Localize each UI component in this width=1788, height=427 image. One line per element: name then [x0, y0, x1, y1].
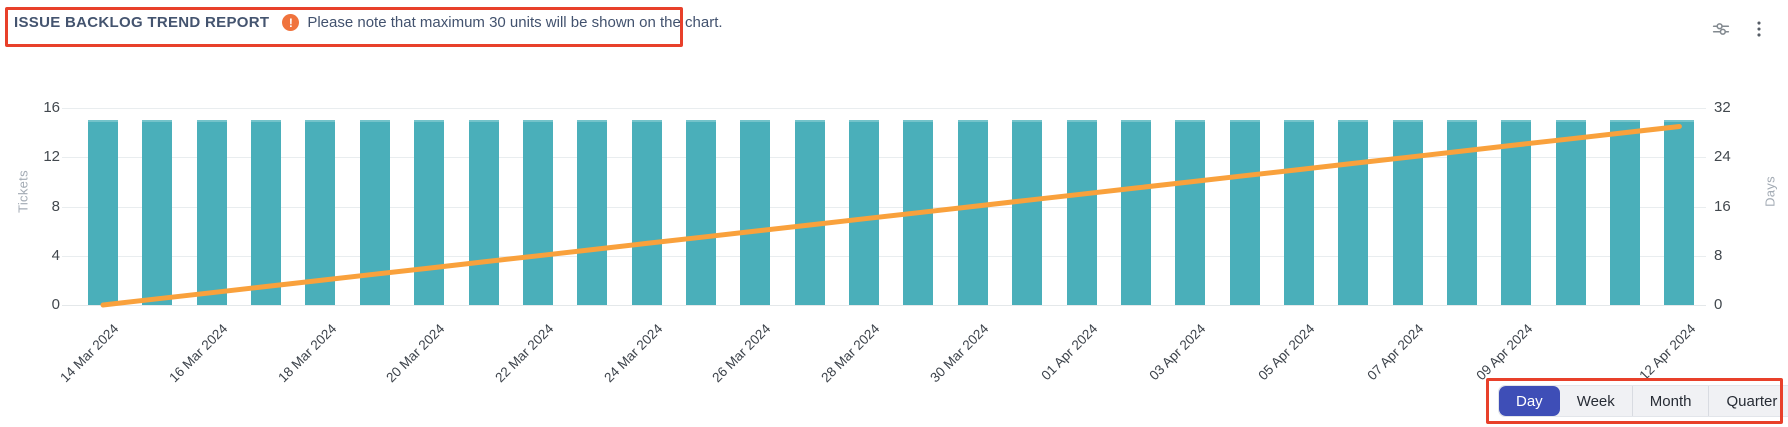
bar[interactable]: [1338, 120, 1369, 305]
y-axis-right-title: Days: [1762, 176, 1778, 207]
gridline: [62, 305, 1706, 306]
time-range-switcher: Day Week Month Quarter: [1498, 385, 1788, 417]
bar[interactable]: [522, 120, 553, 305]
y-tick-label-right: 16: [1714, 197, 1731, 215]
x-tick-label: 30 Mar 2024: [927, 321, 992, 386]
x-tick-label: 14 Mar 2024: [57, 321, 122, 386]
time-range-month-button[interactable]: Month: [1631, 386, 1709, 416]
bar[interactable]: [251, 120, 282, 305]
bar[interactable]: [1229, 120, 1260, 305]
bar[interactable]: [88, 120, 118, 305]
time-range-day-button[interactable]: Day: [1499, 386, 1560, 416]
x-tick-label: 16 Mar 2024: [166, 321, 231, 386]
y-tick-label-right: 0: [1714, 296, 1723, 313]
x-axis-labels: 14 Mar 2024 16 Mar 2024 18 Mar 2024 20 Mar …: [57, 305, 1706, 395]
x-tick-label: 26 Mar 2024: [709, 321, 774, 386]
bar[interactable]: [1012, 120, 1043, 305]
bar[interactable]: [1066, 120, 1097, 305]
bar[interactable]: [468, 120, 499, 305]
max-units-note: ! Please note that maximum 30 units will…: [282, 14, 723, 31]
bar[interactable]: [1610, 120, 1641, 305]
plot-area: [62, 108, 1706, 308]
kebab-menu-icon[interactable]: [1746, 16, 1772, 42]
y-tick-label-right: 24: [1714, 148, 1731, 166]
x-tick-label: 03 Apr 2024: [1146, 321, 1209, 384]
bar[interactable]: [196, 120, 227, 305]
gridline: [62, 206, 1706, 208]
max-units-note-text: Please note that maximum 30 units will b…: [307, 14, 723, 31]
time-range-quarter-button[interactable]: Quarter: [1708, 386, 1788, 416]
bar[interactable]: [1283, 120, 1314, 305]
bar[interactable]: [1392, 120, 1423, 305]
x-tick-label: 24 Mar 2024: [600, 321, 666, 386]
bar[interactable]: [849, 120, 879, 305]
widget-header: ISSUE BACKLOG TREND REPORT ! Please note…: [14, 14, 723, 31]
gridline: [62, 157, 1706, 159]
y-tick-label-left: 0: [51, 296, 60, 313]
y-tick-label-right: 8: [1714, 246, 1723, 264]
bar[interactable]: [1175, 120, 1206, 305]
bar[interactable]: [414, 120, 445, 305]
bar[interactable]: [1120, 120, 1151, 305]
bar[interactable]: [577, 120, 608, 305]
x-tick-label: 12 Apr 2024: [1635, 321, 1698, 384]
y-tick-label-left: 12: [43, 148, 60, 166]
x-tick-label: 28 Mar 2024: [818, 321, 883, 386]
gridline: [62, 255, 1706, 257]
alert-circle-icon: !: [282, 14, 300, 31]
gridline: [62, 108, 1706, 109]
bar[interactable]: [686, 120, 716, 305]
bar[interactable]: [1664, 120, 1695, 305]
x-tick-label: 22 Mar 2024: [492, 321, 557, 386]
y-tick-label-left: 16: [43, 99, 60, 116]
bar[interactable]: [1501, 120, 1532, 305]
bar[interactable]: [740, 120, 771, 305]
y-tick-label-left: 8: [51, 197, 60, 215]
bar[interactable]: [305, 120, 336, 305]
bar[interactable]: [631, 120, 662, 305]
y-tick-label-left: 4: [51, 246, 60, 264]
sliders-icon[interactable]: [1708, 16, 1734, 42]
report-title: ISSUE BACKLOG TREND REPORT: [14, 14, 270, 31]
x-tick-label: 18 Mar 2024: [274, 321, 339, 386]
bar[interactable]: [794, 120, 825, 305]
x-tick-label: 09 Apr 2024: [1472, 321, 1535, 384]
x-tick-label: 20 Mar 2024: [383, 321, 448, 386]
x-tick-label: 07 Apr 2024: [1364, 321, 1427, 384]
x-tick-label: 05 Apr 2024: [1255, 321, 1318, 384]
y-tick-label-right: 32: [1714, 99, 1731, 116]
bar[interactable]: [1555, 120, 1586, 305]
time-range-week-button[interactable]: Week: [1560, 386, 1632, 416]
x-tick-label: 01 Apr 2024: [1038, 321, 1101, 384]
bar[interactable]: [957, 120, 988, 305]
trend-line: [100, 124, 1682, 308]
bar[interactable]: [142, 120, 173, 305]
